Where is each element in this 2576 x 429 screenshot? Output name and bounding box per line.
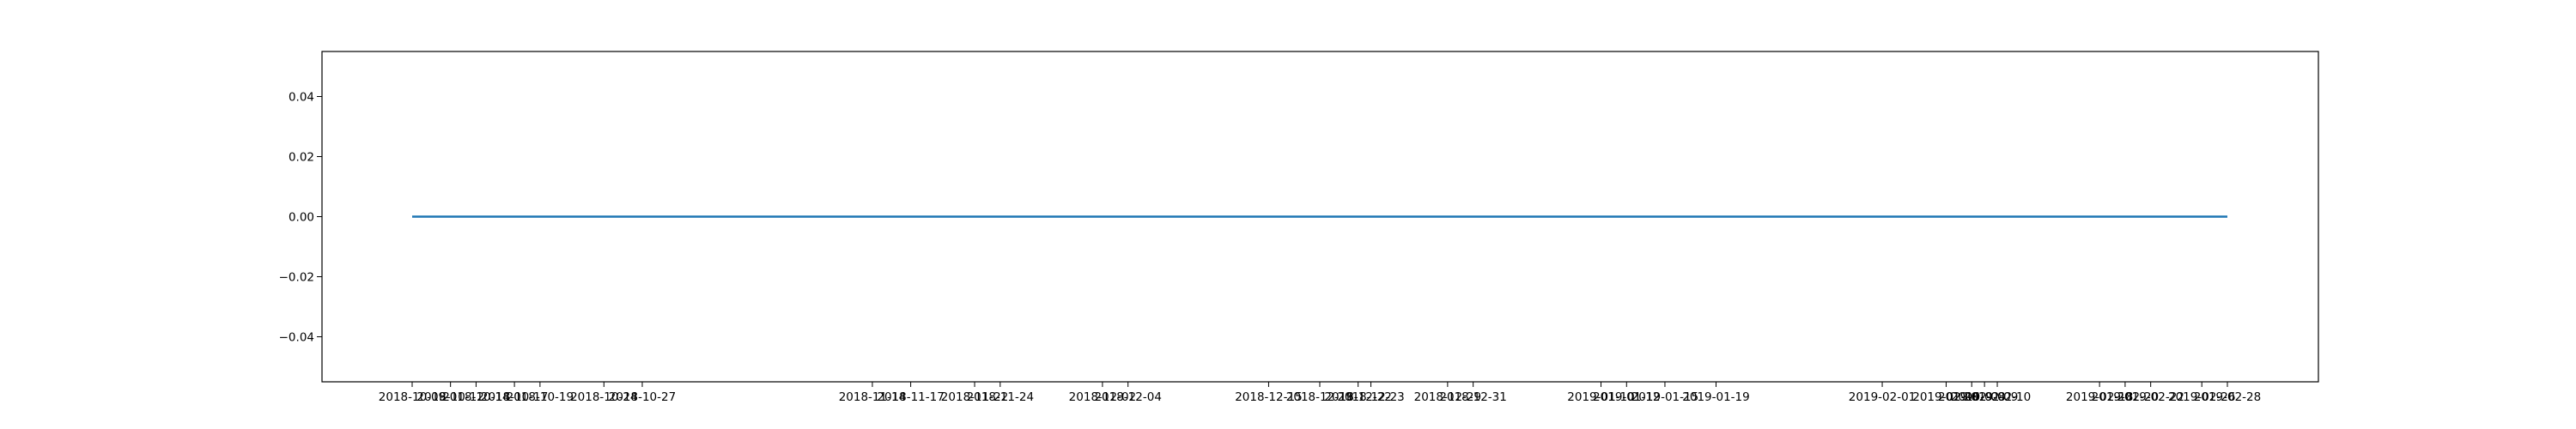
x-tick-label: 2018-12-02 [1069,390,1136,404]
x-tick-label: 2018-10-19 [507,390,574,404]
x-tick-label: 2018-11-22 [941,390,1008,404]
y-axis: 0.04 0.02 0.00 −0.02 −0.04 [279,91,322,345]
y-tick-label: −0.04 [279,331,314,345]
x-tick-label: 2019-02-08 [1938,390,2005,404]
x-tick-label: 2018-10-27 [609,390,676,404]
x-tick-label: 2019-02-26 [2168,390,2235,404]
x-tick-label: 2018-12-29 [1414,390,1481,404]
x-tick-label: 2018-10-24 [570,390,637,404]
x-tick-label: 2019-02-22 [2117,390,2184,404]
x-tick-label: 2018-12-23 [1337,390,1404,404]
x-tick-label: 2018-10-12 [416,390,483,404]
x-tick-label: 2018-10-14 [442,390,509,404]
x-tick-label: 2019-02-10 [1964,390,2031,404]
x-tick-label: 2019-01-19 [1682,390,1749,404]
x-tick-label: 2018-12-04 [1094,390,1161,404]
x-tick-label: 2019-02-20 [2092,390,2159,404]
y-tick-label: 0.02 [289,151,314,165]
x-tick-label: 2019-02-06 [1912,390,1979,404]
x-tick-label: 2018-12-15 [1235,390,1302,404]
x-tick-label: 2018-10-17 [481,390,548,404]
x-tick-label: 2018-11-24 [967,390,1034,404]
x-tick-label: 2018-10-09 [379,390,446,404]
y-tick-label: −0.02 [279,271,314,285]
x-axis: 2018-10-092018-10-122018-10-142018-10-17… [379,382,2261,404]
x-tick-label: 2019-02-09 [1951,390,2018,404]
x-tick-label: 2019-01-10 [1567,390,1634,404]
x-tick-label: 2019-02-28 [2194,390,2261,404]
x-tick-label: 2018-11-17 [877,390,944,404]
x-tick-label: 2018-11-14 [839,390,906,404]
x-tick-label: 2019-02-01 [1849,390,1916,404]
x-tick-label: 2018-12-31 [1439,390,1506,404]
plot-area-frame [321,51,2319,383]
x-tick-label: 2018-12-19 [1286,390,1353,404]
x-tick-label: 2019-01-12 [1593,390,1660,404]
x-tick-label: 2019-02-18 [2066,390,2133,404]
y-tick-label: 0.00 [289,211,314,225]
x-tick-label: 2018-12-22 [1324,390,1391,404]
x-tick-label: 2019-01-15 [1631,390,1698,404]
y-tick-label: 0.04 [289,91,314,105]
